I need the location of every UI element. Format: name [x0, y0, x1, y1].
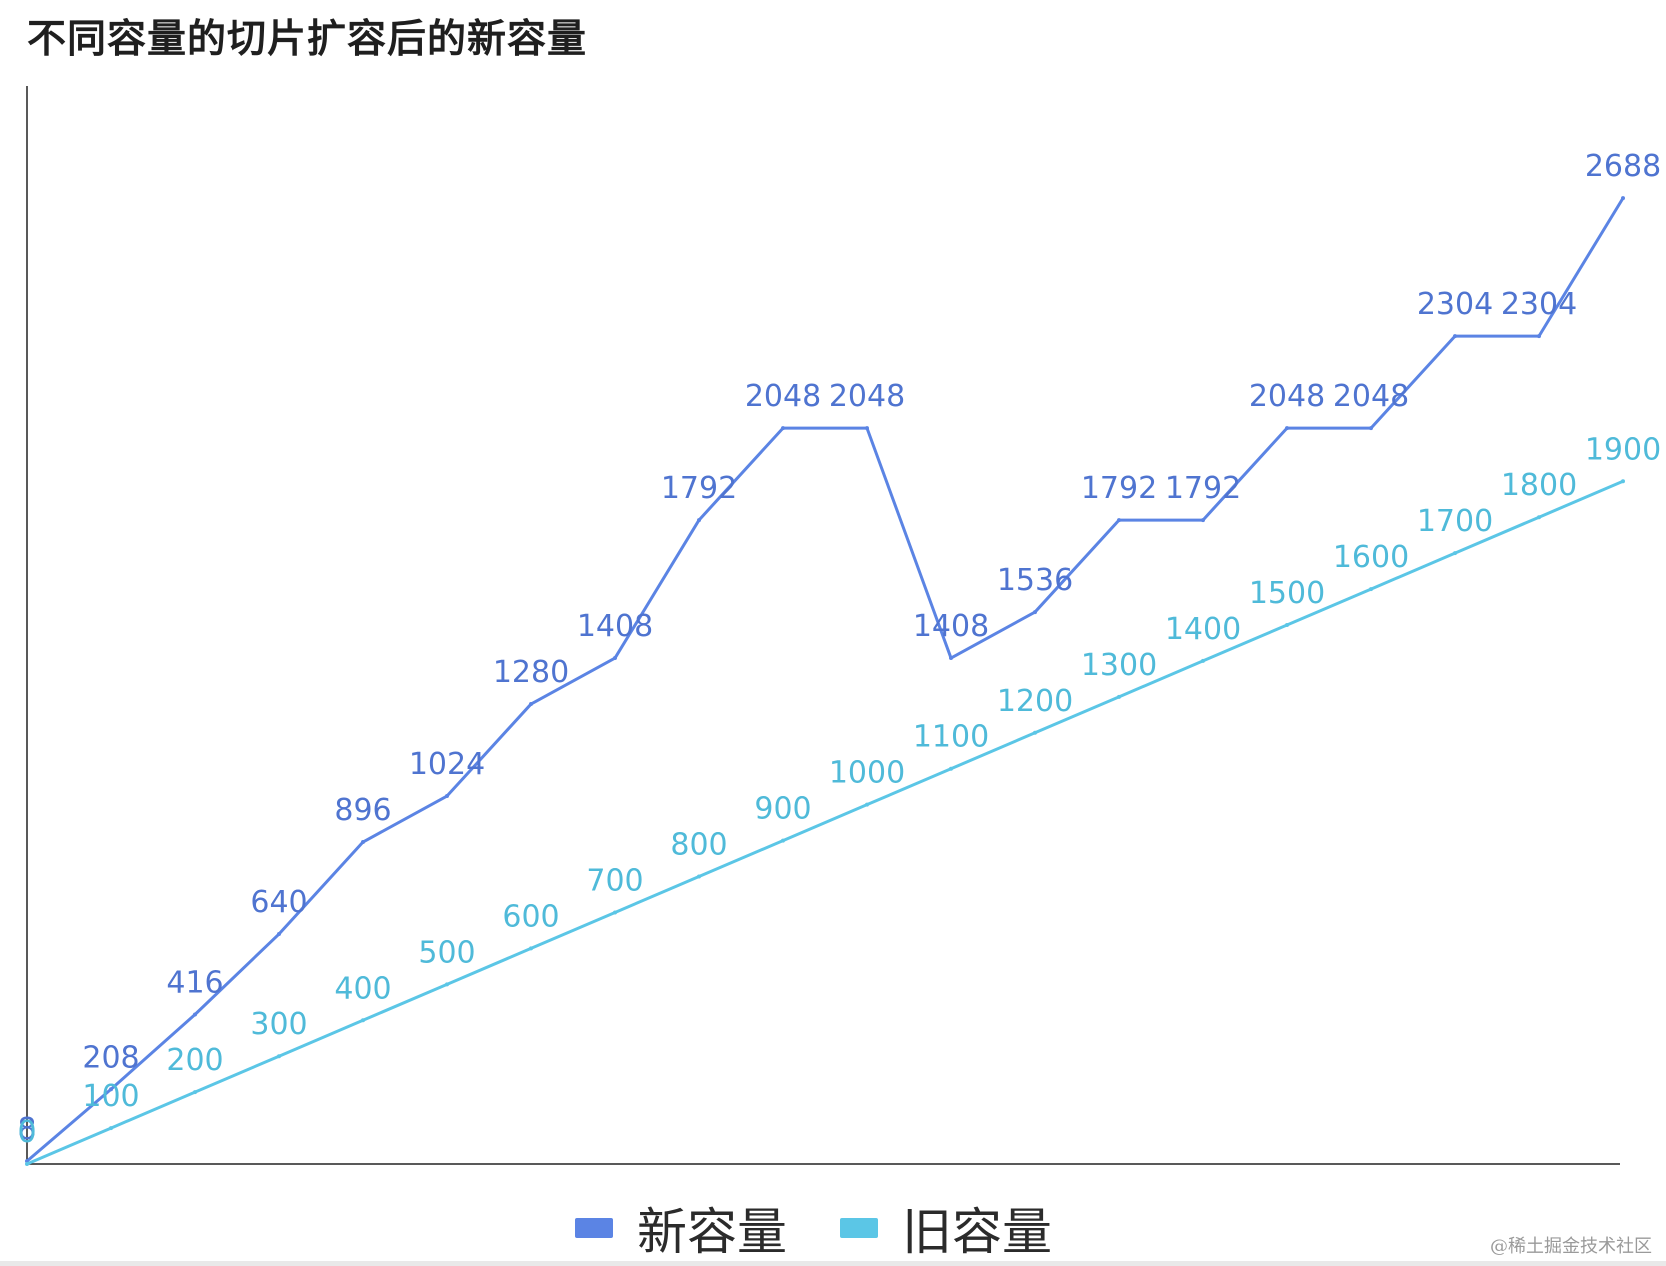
legend-label-new-capacity: 新容量 [637, 1203, 787, 1261]
data-point-s1-7[interactable] [613, 910, 617, 915]
data-label-s0-18: 2304 [1501, 287, 1577, 322]
data-label-s1-17: 1700 [1417, 504, 1493, 539]
data-point-s0-12[interactable] [1033, 610, 1037, 615]
data-label-s0-2: 416 [166, 966, 223, 1001]
legend-label-old-capacity: 旧容量 [902, 1203, 1052, 1261]
data-point-s1-5[interactable] [445, 982, 449, 987]
data-label-s1-6: 600 [502, 899, 559, 934]
legend-item-old-capacity[interactable]: 旧容量 [840, 1195, 1052, 1261]
data-point-s0-1[interactable] [109, 1087, 113, 1092]
data-label-s0-10: 2048 [829, 379, 905, 414]
series-line-0 [26, 197, 1625, 1163]
data-label-s0-0: 8 [17, 1112, 36, 1147]
data-point-s1-3[interactable] [277, 1054, 281, 1059]
data-point-s1-2[interactable] [193, 1090, 197, 1095]
data-point-s0-10[interactable] [865, 426, 869, 431]
data-point-s0-13[interactable] [1117, 518, 1121, 523]
data-label-s0-11: 1408 [913, 609, 989, 644]
data-point-s1-0[interactable] [25, 1162, 29, 1166]
data-point-s0-8[interactable] [697, 518, 701, 523]
data-label-s0-4: 896 [334, 793, 391, 828]
data-label-s1-19: 1900 [1585, 432, 1661, 467]
data-label-s1-16: 1600 [1333, 540, 1409, 575]
data-label-s1-3: 300 [250, 1007, 307, 1042]
data-label-s1-1: 100 [82, 1079, 139, 1114]
data-point-s1-11[interactable] [949, 766, 953, 771]
data-label-s1-5: 500 [418, 935, 475, 970]
data-label-s0-9: 2048 [745, 379, 821, 414]
data-point-s1-18[interactable] [1537, 515, 1541, 520]
data-point-s0-7[interactable] [613, 656, 617, 661]
data-point-s0-16[interactable] [1369, 426, 1373, 431]
data-point-s0-14[interactable] [1201, 518, 1205, 523]
data-point-s1-9[interactable] [781, 838, 785, 843]
bottom-strip [0, 1261, 1666, 1266]
legend-swatch-old-capacity [840, 1218, 878, 1238]
data-point-s1-15[interactable] [1285, 623, 1289, 627]
data-label-s1-0: 0 [17, 1115, 36, 1150]
data-point-s1-13[interactable] [1117, 694, 1121, 699]
data-label-s1-14: 1400 [1165, 612, 1241, 647]
data-point-s1-19[interactable] [1621, 479, 1625, 484]
data-label-s1-18: 1800 [1501, 468, 1577, 503]
data-label-s0-1: 208 [82, 1040, 139, 1075]
data-label-s1-2: 200 [166, 1043, 223, 1078]
data-label-s0-6: 1280 [493, 655, 569, 690]
data-label-s0-17: 2304 [1417, 287, 1493, 322]
data-point-s0-6[interactable] [529, 702, 533, 707]
data-label-s0-7: 1408 [577, 609, 653, 644]
data-point-s0-17[interactable] [1453, 334, 1457, 339]
data-label-s1-11: 1100 [913, 720, 989, 755]
data-label-s0-12: 1536 [997, 563, 1073, 598]
data-point-s1-10[interactable] [865, 802, 869, 807]
data-point-s0-19[interactable] [1621, 196, 1625, 201]
data-label-s0-8: 1792 [661, 471, 737, 506]
data-label-s0-5: 1024 [409, 747, 485, 782]
watermark: @稀土掘金技术社区 [1490, 1236, 1652, 1257]
data-label-s1-15: 1500 [1249, 576, 1325, 611]
data-label-s0-3: 640 [250, 885, 307, 920]
data-label-s1-12: 1200 [997, 684, 1073, 719]
data-point-s0-15[interactable] [1285, 426, 1289, 431]
data-point-s0-2[interactable] [193, 1012, 197, 1017]
data-point-s1-6[interactable] [529, 946, 533, 951]
data-point-s0-9[interactable] [781, 426, 785, 431]
legend: 新容量 旧容量 [0, 1195, 1666, 1261]
data-label-s1-10: 1000 [829, 756, 905, 791]
data-label-s1-4: 400 [334, 971, 391, 1006]
data-point-s0-11[interactable] [949, 656, 953, 661]
data-label-s1-9: 900 [754, 792, 811, 827]
data-label-s0-14: 1792 [1165, 471, 1241, 506]
data-point-s0-18[interactable] [1537, 334, 1541, 339]
data-label-s0-19: 2688 [1585, 149, 1661, 184]
data-label-s1-13: 1300 [1081, 648, 1157, 683]
data-label-s0-15: 2048 [1249, 379, 1325, 414]
data-label-s0-16: 2048 [1333, 379, 1409, 414]
series-line-1 [26, 479, 1624, 1166]
data-point-s1-12[interactable] [1033, 730, 1037, 735]
data-label-s0-13: 1792 [1081, 471, 1157, 506]
data-label-s1-7: 700 [586, 863, 643, 898]
data-point-s0-5[interactable] [445, 794, 449, 799]
legend-swatch-new-capacity [575, 1218, 613, 1238]
data-point-s1-4[interactable] [361, 1018, 365, 1023]
data-point-s1-16[interactable] [1369, 587, 1373, 592]
data-point-s0-4[interactable] [361, 840, 365, 845]
chart-title: 不同容量的切片扩容后的新容量 [27, 17, 588, 62]
data-label-s1-8: 800 [670, 828, 727, 863]
data-point-s1-1[interactable] [109, 1126, 113, 1131]
legend-item-new-capacity[interactable]: 新容量 [575, 1195, 787, 1261]
data-point-s1-8[interactable] [697, 874, 701, 879]
data-point-s1-17[interactable] [1453, 551, 1457, 556]
data-point-s1-14[interactable] [1201, 658, 1205, 663]
data-point-s0-3[interactable] [277, 932, 281, 937]
